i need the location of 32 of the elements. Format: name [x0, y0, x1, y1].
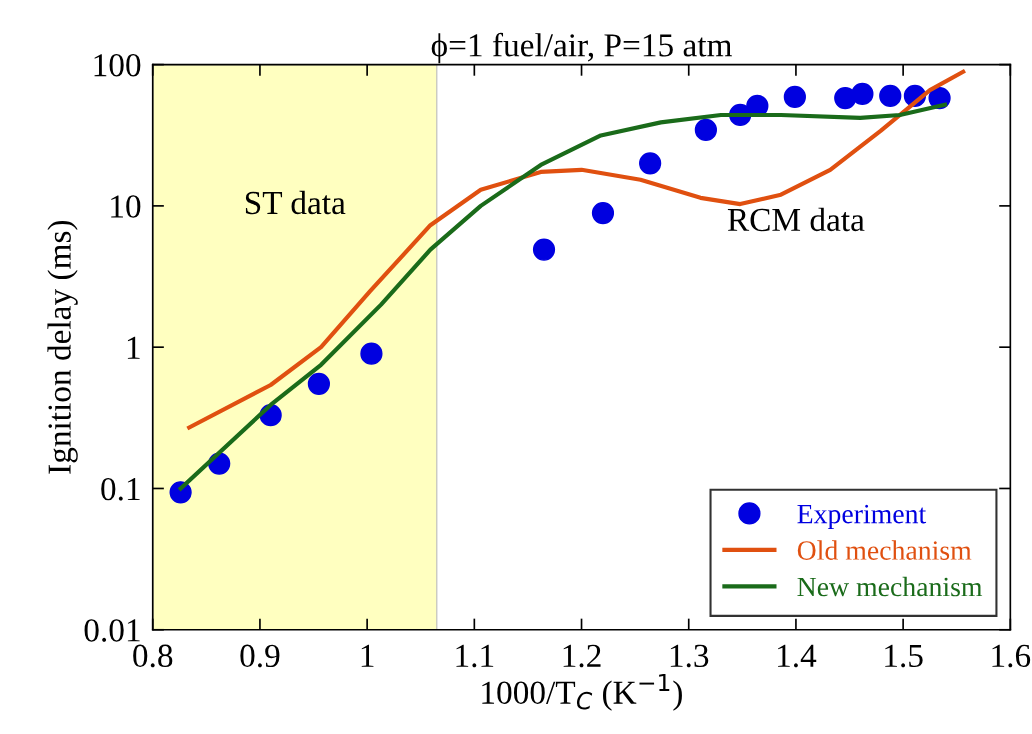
point: [360, 342, 383, 365]
y-tick-label: 100: [94, 53, 141, 77]
x-tick-label: 1.1: [456, 644, 494, 668]
point: [851, 82, 874, 106]
point: [591, 201, 615, 225]
x-tick-label: 1.6: [992, 644, 1031, 668]
point: [783, 85, 806, 109]
point: [307, 372, 331, 395]
line-series: [187, 69, 966, 430]
y-axis-title: Ignition delay (ms): [47, 220, 78, 474]
point: [532, 238, 556, 261]
point: [639, 152, 662, 175]
x-axis-title: 1000/T$_{C}$ (K$^{−1}$): [482, 673, 682, 711]
legend-label: Old mechanism: [797, 540, 972, 560]
x-tick-label: 0.9: [240, 644, 280, 668]
y-tick-label: 1: [127, 336, 140, 359]
point: [879, 84, 902, 108]
y-tick-label: 0.1: [101, 477, 140, 501]
y-tick-label: 10: [111, 195, 141, 218]
x-tick-label: 1: [361, 644, 374, 667]
legend-label: New mechanism: [797, 576, 983, 597]
point: [694, 118, 717, 142]
legend-label: Experiment: [797, 504, 927, 530]
x-tick-label: 1.2: [563, 644, 601, 668]
x-tick-label: 1.5: [885, 644, 923, 668]
x-tick-label: 1.3: [670, 644, 709, 668]
x-tick-label: 1.4: [778, 644, 817, 668]
band-label: ST data: [245, 190, 346, 215]
x-tick-label: 0.8: [133, 644, 173, 668]
chart-title: ϕ=1 fuel/air, P=15 atm: [431, 32, 732, 64]
y-tick-label: 0.01: [84, 619, 140, 642]
annotation: RCM data: [727, 207, 865, 232]
